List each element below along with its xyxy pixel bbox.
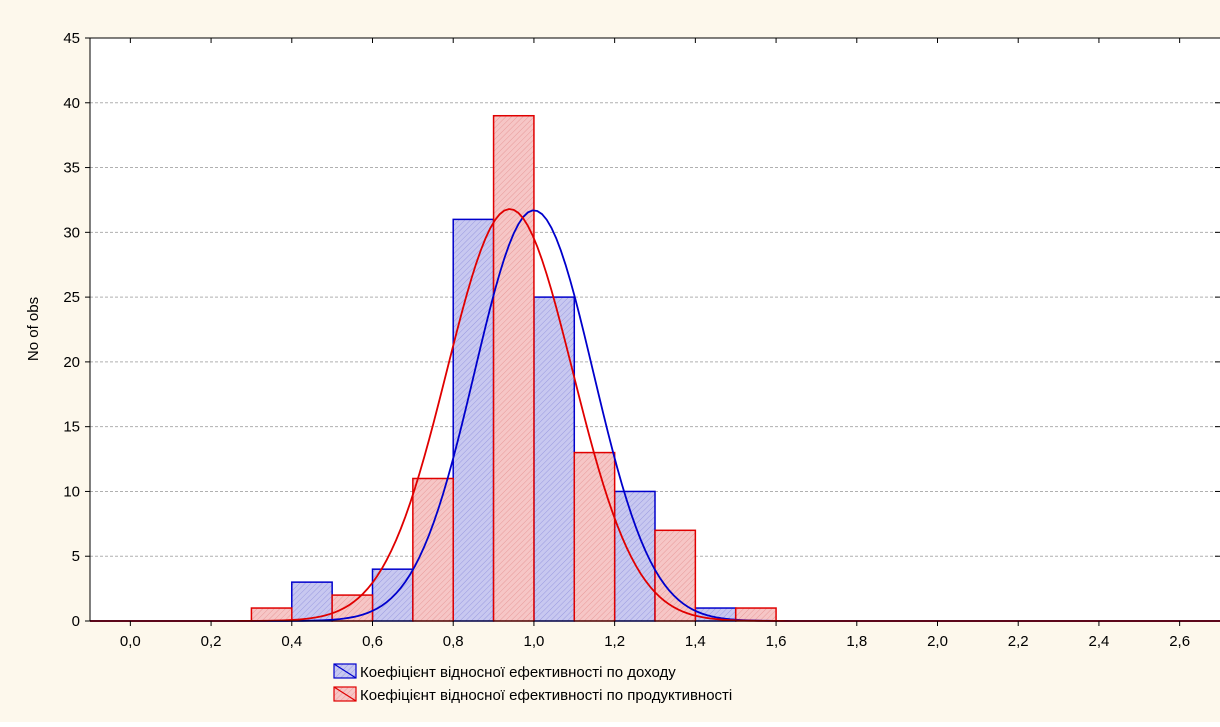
x-tick-label: 0,8 (443, 633, 464, 650)
x-tick-label: 2,0 (927, 633, 948, 650)
histogram-bar (371, 568, 414, 622)
y-tick-label: 35 (63, 160, 80, 177)
x-tick-label: 0,4 (281, 633, 302, 650)
legend-swatch-line (333, 686, 357, 702)
y-tick-label: 20 (63, 354, 80, 371)
x-tick-label: 1,8 (846, 633, 867, 650)
legend: Коефіцієнт відносної ефективності по дох… (333, 663, 732, 704)
x-tick-label: 2,4 (1088, 633, 1109, 650)
histogram-bar (654, 529, 697, 622)
y-tick-label: 40 (63, 95, 80, 112)
legend-label: Коефіцієнт відносної ефективності по про… (360, 687, 732, 704)
histogram-bar (573, 451, 616, 622)
histogram-bar (250, 607, 293, 622)
x-tick-label: 2,2 (1008, 633, 1029, 650)
bars (250, 114, 777, 622)
x-tick-label: 1,0 (523, 633, 544, 650)
x-tick-label: 0,0 (120, 633, 141, 650)
histogram-bar (533, 296, 576, 622)
x-tick-label: 1,6 (766, 633, 787, 650)
y-tick-label: 10 (63, 483, 80, 500)
y-tick-label: 45 (63, 30, 80, 47)
y-tick-label: 25 (63, 289, 80, 306)
x-tick-label: 0,2 (201, 633, 222, 650)
histogram-bar (412, 477, 454, 622)
y-tick-label: 30 (63, 224, 80, 241)
histogram-bar (331, 594, 374, 622)
x-tick-label: 2,6 (1169, 633, 1190, 650)
histogram-bar (452, 218, 495, 622)
y-tick-label: 0 (72, 613, 80, 630)
y-tick-label: 5 (72, 548, 80, 565)
x-tick-label: 1,4 (685, 633, 706, 650)
legend-swatch-line (333, 663, 357, 679)
histogram-bar (734, 607, 777, 622)
x-tick-label: 0,6 (362, 633, 383, 650)
histogram-bar (492, 114, 535, 622)
y-tick-label: 15 (63, 419, 80, 436)
tick-labels: 0 5 10 15 20 25 30 35 40 45 0,0 0,2 0,4 0,6 0,8 1,0 1,2 1… (63, 30, 1190, 650)
legend-label: Коефіцієнт відносної ефективності по дох… (360, 664, 676, 681)
axes (85, 37, 1220, 626)
y-axis-title: No of obs (25, 297, 42, 361)
x-tick-label: 1,2 (604, 633, 625, 650)
